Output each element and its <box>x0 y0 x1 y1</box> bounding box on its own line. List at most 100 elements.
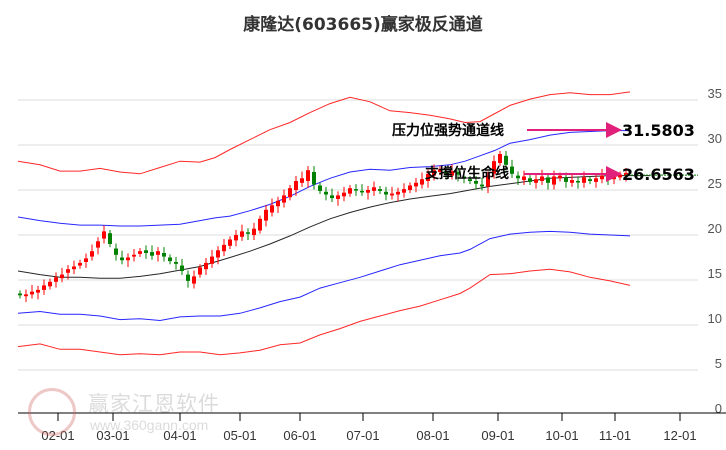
candle-body <box>600 175 604 180</box>
candle-body <box>108 233 112 244</box>
candle-body <box>396 191 400 195</box>
support-line-value: 26.6563 <box>622 165 695 184</box>
candle-body <box>360 190 364 193</box>
band-upper_outer <box>17 91 631 175</box>
candle-body <box>444 171 448 174</box>
candle-body <box>336 195 340 199</box>
x-axis: 02-01 03-01 04-01 05-01 06-01 07-01 08-01 09-01… <box>18 412 726 443</box>
x-tick-label: 03-01 <box>96 428 129 443</box>
candle-body <box>330 195 334 199</box>
candle-body <box>42 285 46 290</box>
watermark-name: 赢家江恩软件 <box>88 392 220 416</box>
candle-body <box>462 176 466 179</box>
candle-body <box>72 266 76 270</box>
y-tick-label: 20 <box>708 221 722 236</box>
candle-body <box>30 291 34 295</box>
candle-body <box>258 218 262 231</box>
candle-body <box>204 262 208 270</box>
candle-body <box>354 189 358 191</box>
candle-body <box>624 172 628 176</box>
candle-body <box>96 241 100 248</box>
candle-body <box>510 166 514 174</box>
candle-body <box>198 267 202 275</box>
candle-body <box>84 258 88 262</box>
x-tick-label: 04-01 <box>163 428 196 443</box>
candle-body <box>402 189 406 193</box>
candle-body <box>420 179 424 185</box>
candle-body <box>546 177 550 183</box>
x-tick-label: 11-01 <box>599 428 631 443</box>
candle-body <box>270 205 274 213</box>
y-tick-label: 0 <box>715 401 722 416</box>
candle-body <box>294 181 298 190</box>
candle-body <box>228 239 232 246</box>
reference-lines <box>524 122 698 182</box>
candle-body <box>576 181 580 183</box>
band-lower_inner <box>17 230 631 322</box>
chart-title: 康隆达(603665)赢家极反通道 <box>243 15 483 35</box>
watermark-logo-icon <box>28 388 76 436</box>
candle-body <box>144 250 148 253</box>
candle-body <box>486 175 490 187</box>
band-lower_outer <box>17 268 631 356</box>
candle-body <box>162 253 166 257</box>
candle-body <box>516 175 520 179</box>
candle-body <box>384 191 388 195</box>
candle-body <box>570 180 574 183</box>
candle-body <box>522 176 526 181</box>
candle-body <box>612 176 616 180</box>
x-tick-label: 08-01 <box>416 428 449 443</box>
channel-lines <box>17 91 650 356</box>
candle-body <box>594 178 598 182</box>
candle-body <box>66 269 70 273</box>
band-upper_inner <box>17 130 630 227</box>
candle-body <box>324 191 328 195</box>
candle-body <box>348 188 352 194</box>
x-tick-label: 09-01 <box>481 428 514 443</box>
x-tick-label: 12-01 <box>663 428 696 443</box>
candle-body <box>138 251 142 254</box>
candle-body <box>186 274 190 281</box>
candle-body <box>216 250 220 258</box>
candle-body <box>240 231 244 237</box>
y-tick-label: 15 <box>708 266 722 281</box>
annotations: 压力位强势通道线 31.5803 支撑位生命线 26.6563 <box>392 121 695 184</box>
candle-body <box>534 179 538 183</box>
candlesticks <box>18 150 628 303</box>
candle-body <box>504 155 508 165</box>
candle-body <box>174 262 178 264</box>
support-line-label: 支撑位生命线 <box>424 165 509 182</box>
candle-body <box>492 161 496 174</box>
candle-body <box>246 232 250 234</box>
candle-body <box>150 252 154 256</box>
candle-body <box>276 200 280 207</box>
candle-body <box>390 193 394 196</box>
band-mid <box>17 175 650 279</box>
candle-body <box>378 189 382 191</box>
candle-body <box>300 178 304 183</box>
candle-body <box>456 172 460 175</box>
candle-body <box>468 179 472 181</box>
candle-body <box>408 185 412 190</box>
candle-body <box>222 244 226 252</box>
candle-body <box>180 265 184 271</box>
y-tick-label: 10 <box>708 311 722 326</box>
candle-body <box>426 173 430 181</box>
candle-body <box>480 184 484 187</box>
candle-body <box>54 277 58 282</box>
candle-body <box>24 294 28 297</box>
candle-body <box>288 188 292 198</box>
candle-body <box>564 177 568 182</box>
candle-body <box>36 289 40 293</box>
candle-body <box>126 257 130 261</box>
x-tick-label: 05-01 <box>223 428 256 443</box>
y-tick-label: 30 <box>708 131 722 146</box>
watermark: 赢家江恩软件 www.360gann.com <box>28 388 248 443</box>
candle-body <box>234 235 238 241</box>
candle-body <box>540 176 544 181</box>
candle-body <box>438 169 442 172</box>
candle-body <box>102 231 106 239</box>
candle-body <box>120 257 124 261</box>
candle-body <box>312 172 316 185</box>
candle-body <box>210 256 214 264</box>
